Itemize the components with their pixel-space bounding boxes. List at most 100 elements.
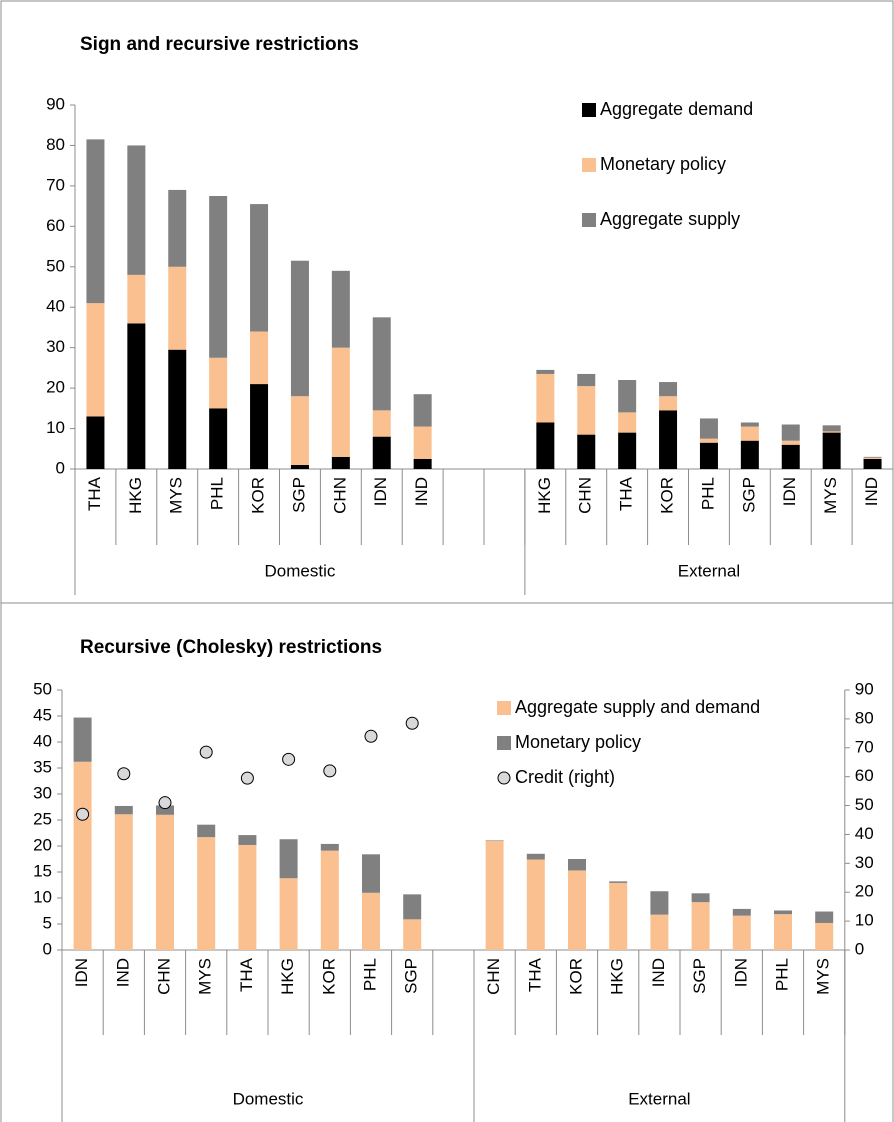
bar-segment <box>320 850 339 950</box>
y-tick-label: 30 <box>33 783 52 802</box>
y-tick-label: 40 <box>46 297 65 316</box>
bar-segment <box>86 416 105 469</box>
group-label: External <box>628 1089 690 1108</box>
x-tick-label: SGP <box>690 958 709 994</box>
bar-segment <box>127 323 146 469</box>
bar-segment <box>781 444 800 469</box>
bar-segment <box>413 426 432 459</box>
credit-point <box>282 752 296 766</box>
bar-segment <box>618 380 637 413</box>
x-tick-label: PHL <box>208 477 227 510</box>
y-tick-label: 5 <box>43 913 52 932</box>
x-tick-label: SGP <box>739 477 758 513</box>
legend-label: Aggregate supply and demand <box>515 697 760 717</box>
bar-segment <box>659 396 678 411</box>
bar-segment <box>822 432 841 469</box>
legend: Aggregate demand Monetary policy Aggregate… <box>582 99 753 229</box>
bar-segment <box>526 859 545 950</box>
y-tick-label: 0 <box>56 458 65 477</box>
bar-segment <box>815 911 834 923</box>
x-tick-label: THA <box>617 476 636 511</box>
bar-segment <box>372 317 391 411</box>
bar-segment <box>362 892 380 950</box>
chart-title: Sign and recursive restrictions <box>80 34 359 55</box>
y-tick-label: 20 <box>46 378 65 397</box>
x-tick-label: CHN <box>484 958 503 995</box>
credit-point <box>117 767 131 781</box>
bar-segment <box>609 882 628 950</box>
x-tick-label: CHN <box>154 958 173 995</box>
x-tick-label: IND <box>649 958 668 987</box>
bar-segment <box>127 274 146 324</box>
y2-tick-label: 60 <box>855 766 874 785</box>
chart-title: Recursive (Cholesky) restrictions <box>80 637 382 658</box>
bar-segment <box>577 373 596 387</box>
bar-segment <box>250 204 269 332</box>
y-tick-label: 90 <box>46 94 65 113</box>
y2-tick-label: 0 <box>855 939 864 958</box>
bar-segment <box>209 196 228 358</box>
y-tick-label: 10 <box>46 418 65 437</box>
bar-segment <box>577 434 596 469</box>
bar-segment <box>197 824 216 838</box>
x-tick-label: PHL <box>360 958 379 991</box>
bar-segment <box>73 717 92 762</box>
x-tick-label: CHN <box>576 477 595 514</box>
bar-segment <box>699 438 718 443</box>
x-tick-label: HKG <box>278 958 297 995</box>
bar-segment <box>238 835 257 845</box>
bar-segment <box>822 425 841 432</box>
bar-segment <box>526 853 545 860</box>
bar-segment <box>815 922 834 950</box>
bar-segment <box>577 386 596 435</box>
y2-tick-label: 10 <box>855 911 874 930</box>
group-label: External <box>678 561 740 580</box>
y-tick-label: 80 <box>46 135 65 154</box>
bar-segment <box>568 859 586 871</box>
x-tick-label: KOR <box>249 477 268 514</box>
bar-segment <box>659 382 678 397</box>
bar-segment <box>331 456 350 469</box>
bar-segment <box>197 837 216 950</box>
y-tick-label: 50 <box>33 679 52 698</box>
y-tick-label: 40 <box>33 731 52 750</box>
bar-segment <box>127 145 146 275</box>
bar-segment <box>209 408 228 469</box>
y-tick-label: 15 <box>33 861 52 880</box>
bar-segment <box>740 426 759 441</box>
x-tick-label: MYS <box>196 958 215 995</box>
x-tick-label: IND <box>862 477 881 506</box>
bar-segment <box>168 266 187 350</box>
credit-point <box>158 796 172 810</box>
credit-point <box>364 729 378 743</box>
y-tick-label: 35 <box>33 757 52 776</box>
bar-segment <box>413 458 432 469</box>
bar-segment <box>279 878 298 950</box>
credit-point <box>323 764 337 778</box>
y-tick-label: 20 <box>33 835 52 854</box>
y-tick-label: 45 <box>33 705 52 724</box>
bar-segment <box>536 373 555 423</box>
x-tick-label: CHN <box>330 477 349 514</box>
y-tick-label: 50 <box>46 256 65 275</box>
y2-tick-label: 20 <box>855 882 874 901</box>
bar-segment <box>863 458 882 469</box>
x-tick-label: IDN <box>371 477 390 506</box>
x-tick-label: IND <box>113 958 132 987</box>
bar-segment <box>114 814 133 950</box>
bar-segment <box>650 891 669 915</box>
legend-label: Monetary policy <box>515 732 641 752</box>
bar-segment <box>618 432 637 469</box>
bar-segment <box>650 914 669 950</box>
bar-segment <box>290 396 309 465</box>
bar-segment <box>372 410 391 437</box>
credit-point <box>199 745 213 759</box>
legend-label: Aggregate supply <box>600 209 740 229</box>
group-label: Domestic <box>265 561 336 580</box>
bar-segment <box>774 910 792 915</box>
bar-segment <box>331 347 350 457</box>
credit-point <box>405 716 419 730</box>
bar-segment <box>732 915 751 950</box>
x-tick-label: KOR <box>658 477 677 514</box>
